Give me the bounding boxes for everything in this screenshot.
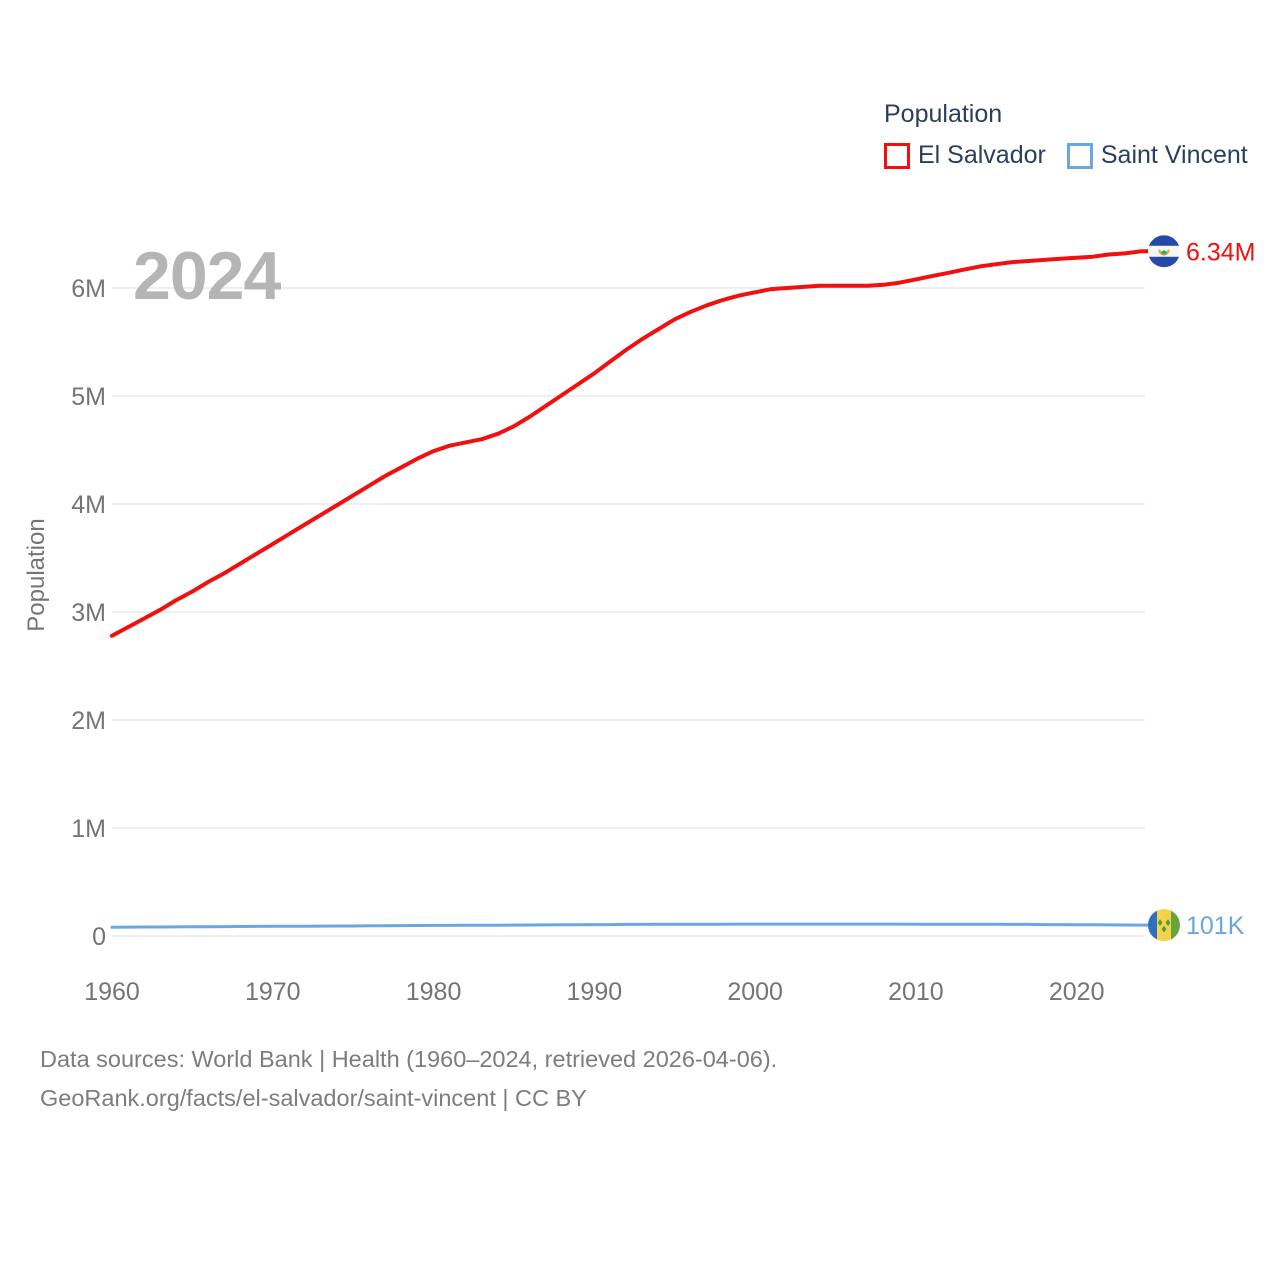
attribution-text: GeoRank.org/facts/el-salvador/saint-vinc… [40,1085,587,1111]
legend-item-label: Saint Vincent [1100,141,1248,169]
x-tick-label: 2000 [727,978,783,1006]
legend-item-el-salvador[interactable]: El Salvador [884,141,1046,170]
y-tick-label: 2M [71,707,106,735]
legend: Population El Salvador Saint Vincent [884,100,1248,170]
el-salvador-swatch-icon [884,142,910,169]
y-tick-label: 5M [71,383,106,411]
legend-title: Population [884,100,1003,128]
legend-item-saint-vincent[interactable]: Saint Vincent [1066,141,1248,170]
data-sources-text: Data sources: World Bank | Health (1960–… [40,1046,778,1072]
el-salvador-flag-icon [1148,235,1180,268]
series-line-saint-vincent[interactable] [110,922,1150,929]
population-line-chart: 2024 0 1M 2M 3M 4M 5M 6M 1960 1970 1980 1990 2000 201… [23,235,1255,1006]
x-tick-label: 2010 [888,978,944,1006]
chart-footer: Data sources: World Bank | Health (1960–… [40,1040,777,1118]
y-axis-title: Population [23,518,50,631]
legend-items: El Salvador Saint Vincent [884,141,1248,170]
x-tick-label: 1990 [567,978,623,1006]
x-tick-label: 1970 [245,978,301,1006]
series-line-el-salvador[interactable] [110,249,1150,638]
x-tick-label: 1960 [84,978,140,1006]
y-tick-label: 3M [71,599,106,627]
y-tick-label: 0 [92,923,106,951]
saint-vincent-end-label: 101K [1186,912,1245,940]
x-tick-label: 1980 [406,978,462,1006]
el-salvador-end-label: 6.34M [1186,238,1255,266]
y-tick-label: 6M [71,275,106,303]
y-tick-label: 1M [71,815,106,843]
y-tick-label: 4M [71,491,106,519]
saint-vincent-swatch-icon [1066,142,1093,169]
saint-vincent-flag-icon [1148,909,1180,942]
x-tick-label: 2020 [1049,978,1105,1006]
watermark-year: 2024 [133,238,281,314]
legend-item-label: El Salvador [918,141,1046,169]
